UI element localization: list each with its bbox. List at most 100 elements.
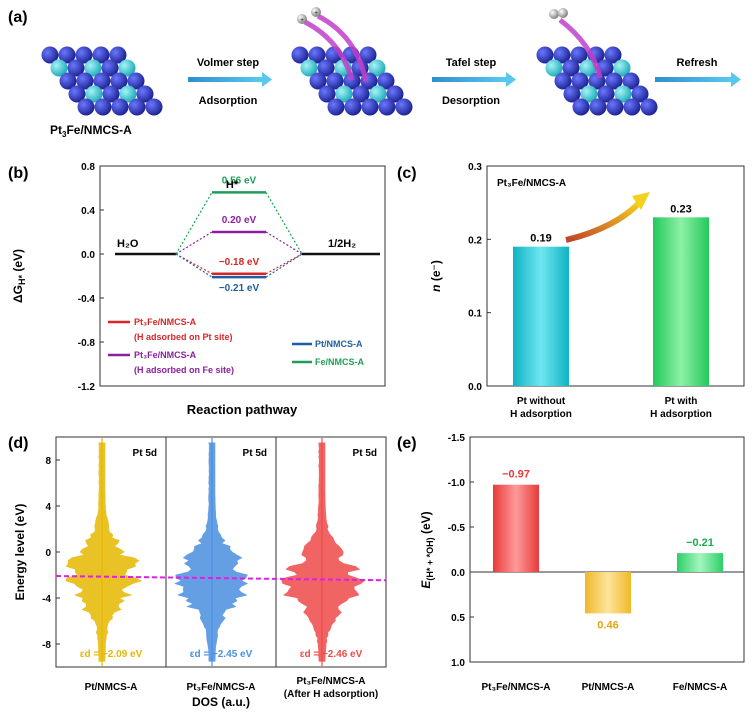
pt-atom-icon bbox=[127, 72, 145, 90]
pt-atom-icon bbox=[59, 72, 77, 90]
pt-atom-icon bbox=[76, 72, 94, 90]
panel-d: (d) 8 4 0 -4 -8 Energy level (eV) Pt 5d εd = … bbox=[8, 435, 387, 709]
panel-e-label: (e) bbox=[397, 435, 417, 452]
y-axis-label-d: Energy level (eV) bbox=[13, 504, 27, 601]
pt-atom-icon bbox=[597, 85, 615, 103]
x-tick-c-2b: H adsorption bbox=[650, 409, 712, 420]
x-tick-e-1: Pt₃Fe/NMCS-A bbox=[481, 682, 550, 693]
fe-atom-icon bbox=[614, 85, 632, 103]
legend-entry-fe: Fe/NMCS-A bbox=[315, 357, 364, 367]
pt-atom-icon bbox=[631, 85, 649, 103]
svg-text:+: + bbox=[300, 17, 304, 24]
fe-atom-icon bbox=[545, 59, 563, 77]
pt-atom-icon bbox=[145, 98, 163, 116]
pt-atom-icon bbox=[361, 98, 379, 116]
legend-entry-pt3fe-pt-note: (H adsorbed on Pt site) bbox=[134, 332, 233, 342]
x-axis-label-b: Reaction pathway bbox=[187, 402, 298, 417]
fe-atom-icon bbox=[85, 85, 103, 103]
legend-entry-pt3fe-pt: Pt₃Fe/NMCS-A bbox=[134, 317, 197, 327]
connector-line bbox=[265, 253, 303, 275]
catalyst-slab-1 bbox=[41, 46, 163, 116]
pt-atom-icon bbox=[77, 98, 95, 116]
pt-atom-icon bbox=[378, 98, 396, 116]
bar bbox=[653, 217, 709, 386]
connector-line bbox=[265, 192, 303, 255]
pt-atom-icon bbox=[67, 59, 85, 77]
x-tick-c-2a: Pt with bbox=[665, 396, 698, 407]
bar-value-label: −0.97 bbox=[502, 469, 530, 481]
y-tick-label: 0.8 bbox=[81, 162, 95, 173]
dos-name-3-note: (After H adsorption) bbox=[284, 689, 378, 700]
h-atom-icon bbox=[297, 14, 307, 24]
pt-atom-icon bbox=[110, 72, 128, 90]
pt-atom-icon bbox=[605, 72, 623, 90]
pt-atom-icon bbox=[111, 98, 129, 116]
fe-atom-icon bbox=[84, 59, 102, 77]
y-axis-label-c: n (e⁻) bbox=[429, 260, 443, 292]
dos-curves: Pt 5d εd = −2.09 eV Pt 5d εd = −2.45 eV Pt 5… bbox=[55, 438, 387, 666]
x-tick-e-2: Pt/NMCS-A bbox=[582, 682, 635, 693]
y-tick-label: -1.5 bbox=[448, 433, 466, 444]
data-label: 0.56 eV bbox=[222, 175, 257, 186]
connector-line bbox=[175, 253, 213, 275]
bar bbox=[513, 246, 569, 386]
increase-arrow-head bbox=[632, 192, 650, 210]
pt-atom-icon bbox=[308, 46, 326, 64]
pt-atom-icon bbox=[377, 72, 395, 90]
refresh-label: Refresh bbox=[677, 57, 718, 69]
data-label: −0.18 eV bbox=[219, 257, 260, 268]
chart-title-c: Pt₃Fe/NMCS-A bbox=[497, 178, 566, 189]
pt-atom-icon bbox=[75, 46, 93, 64]
bar bbox=[585, 572, 631, 614]
bar-value-label: 0.19 bbox=[530, 233, 551, 245]
panel-a: (a) + + Pt3Fe/NMCS-A Volmer step Adsorpt… bbox=[8, 7, 741, 139]
connector-line bbox=[175, 231, 213, 255]
pt-atom-icon bbox=[136, 85, 154, 103]
legend-entry-pt3fe-fe: Pt₃Fe/NMCS-A bbox=[134, 350, 197, 360]
y-tick-label: -1.0 bbox=[448, 478, 466, 489]
y-tick-label: 0.0 bbox=[451, 568, 465, 579]
y-tick-label: 1.0 bbox=[451, 658, 465, 669]
y-axis-ticks-c: 0.3 0.2 0.1 0.0 bbox=[468, 162, 491, 393]
plot-frame-e bbox=[469, 436, 745, 663]
increase-arrow bbox=[565, 199, 643, 243]
refresh-arrow: Refresh bbox=[655, 57, 741, 87]
panel-b-label: (b) bbox=[8, 165, 28, 182]
y-tick-label: 0.5 bbox=[451, 613, 465, 624]
connector-line bbox=[175, 253, 213, 278]
pt-atom-icon bbox=[623, 98, 641, 116]
bar bbox=[493, 484, 539, 572]
pt-atom-icon bbox=[562, 59, 580, 77]
fe-atom-icon bbox=[613, 59, 631, 77]
connector-line bbox=[175, 192, 213, 255]
pt-atom-icon bbox=[572, 98, 590, 116]
connector-line bbox=[265, 253, 303, 278]
pt-atom-icon bbox=[317, 59, 335, 77]
h-atom-icon bbox=[311, 7, 321, 17]
bar-group-c: 0.19 0.23 bbox=[513, 203, 709, 386]
y-axis-ticks-b: 0.8 0.4 0.0 -0.4 -0.8 -1.2 bbox=[78, 162, 104, 393]
pt-atom-icon bbox=[386, 85, 404, 103]
d-band-center-label: εd = −2.46 eV bbox=[300, 649, 363, 660]
orbital-label: Pt 5d bbox=[243, 448, 267, 459]
panel-b: (b) 0.8 0.4 0.0 -0.4 -0.8 -1.2 ΔGH* (eV) Reac… bbox=[8, 162, 386, 417]
panel-c: (c) 0.3 0.2 0.1 0.0 n (e⁻) Pt₃Fe/NMCS-A 0.1… bbox=[397, 162, 745, 420]
adsorption-label: Adsorption bbox=[199, 95, 258, 107]
pt-atom-icon bbox=[68, 85, 86, 103]
pt-atom-icon bbox=[606, 98, 624, 116]
pt-atom-icon bbox=[536, 46, 554, 64]
d-band-center-label: εd = −2.45 eV bbox=[190, 649, 253, 660]
fe-atom-icon bbox=[118, 59, 136, 77]
pt-atom-icon bbox=[622, 72, 640, 90]
y-tick-label: 0.0 bbox=[468, 382, 482, 393]
connector-line bbox=[265, 231, 303, 255]
y-tick-label: 0.0 bbox=[81, 250, 95, 261]
x-tick-c-1b: H adsorption bbox=[510, 409, 572, 420]
state-half-h2: 1/2H₂ bbox=[328, 238, 356, 250]
pt-atom-icon bbox=[318, 85, 336, 103]
state-hstar: H* bbox=[226, 179, 239, 191]
bar-value-label: 0.23 bbox=[670, 203, 691, 215]
desorption-label: Desorption bbox=[442, 95, 500, 107]
dos-name-1: Pt/NMCS-A bbox=[85, 682, 138, 693]
